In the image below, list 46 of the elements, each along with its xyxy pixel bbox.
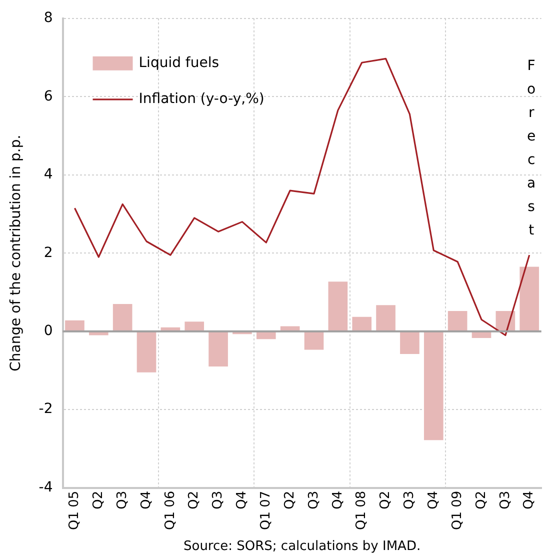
x-tick-label: Q2: [378, 490, 394, 510]
bar: [328, 282, 348, 331]
bar: [112, 304, 132, 331]
x-tick-label: Q4: [522, 490, 537, 510]
bar: [304, 332, 324, 350]
bar: [184, 322, 204, 331]
legend-label: Inflation (y-o-y,%): [138, 91, 264, 108]
x-tick-label: Q3: [306, 490, 322, 510]
annotation: Forecast: [527, 58, 536, 239]
x-tick-label: Q3: [114, 490, 130, 510]
x-tick-label: Q1 09: [450, 490, 465, 530]
legend-label: Liquid fuels: [138, 55, 220, 72]
y-tick-label: -2: [38, 401, 53, 418]
x-tick-label: Q3: [402, 490, 418, 510]
x-tick-label: Q4: [330, 490, 346, 510]
x-tick-label: Q4: [426, 490, 442, 510]
x-tick-label: Q4: [234, 490, 250, 510]
bar: [352, 316, 372, 331]
bar: [424, 332, 444, 440]
x-tick-label: Q3: [210, 490, 226, 510]
x-tick-label: Q2: [91, 490, 106, 510]
y-tick-label: 0: [44, 322, 53, 339]
bar: [376, 305, 396, 331]
y-tick-label: 6: [44, 88, 53, 104]
x-tick-label: Q2: [186, 490, 202, 510]
bar: [256, 332, 276, 340]
bar: [136, 332, 156, 372]
source-note: Source: SORS; calculations by IMAD.: [183, 538, 421, 554]
bar: [400, 332, 420, 354]
y-tick-label: -4: [38, 479, 53, 496]
bar: [448, 311, 468, 331]
y-tick-label: 2: [44, 244, 53, 261]
x-tick-label: Q2: [474, 490, 489, 510]
x-tick-label: Q1 07: [258, 490, 274, 530]
x-tick-label: Q1 08: [354, 490, 370, 530]
y-tick-label: 4: [44, 166, 53, 183]
x-tick-label: Q1 05: [67, 490, 82, 530]
x-tick-label: Q2: [282, 490, 298, 510]
y-axis-title: Change of the contribution in p.p.: [8, 134, 24, 372]
bar: [65, 320, 84, 331]
x-tick-label: Q3: [498, 490, 513, 510]
y-tick-label: 8: [44, 10, 53, 26]
x-tick-label: Q1 06: [162, 490, 178, 530]
bar: [520, 266, 540, 331]
bar: [208, 332, 228, 367]
x-tick-label: Q4: [138, 490, 154, 510]
